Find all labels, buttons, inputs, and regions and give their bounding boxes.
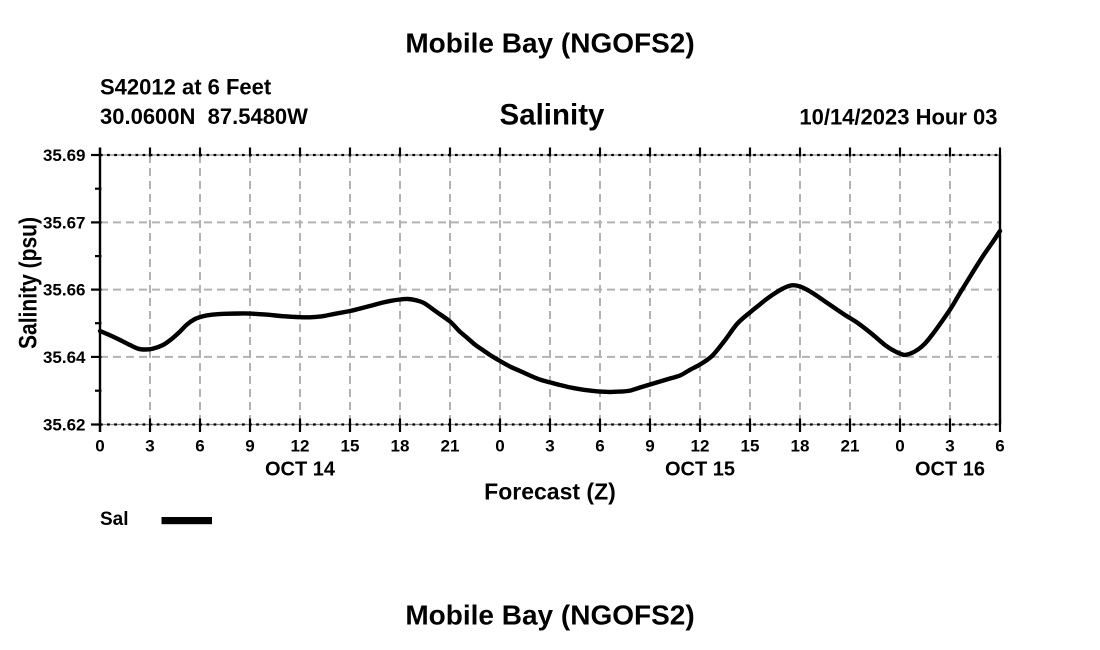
svg-text:OCT 16: OCT 16 [915,459,985,481]
svg-text:9: 9 [245,437,254,456]
svg-text:21: 21 [841,437,860,456]
svg-text:6: 6 [995,437,1004,456]
svg-text:6: 6 [195,437,204,456]
svg-text:35.62: 35.62 [43,416,86,435]
svg-text:3: 3 [545,437,554,456]
svg-text:OCT 14: OCT 14 [265,459,336,481]
svg-text:S42012 at 6 Feet: S42012 at 6 Feet [100,74,272,99]
svg-text:0: 0 [495,437,504,456]
svg-text:Salinity: Salinity [500,99,606,132]
svg-text:35.67: 35.67 [43,214,86,233]
svg-text:Mobile Bay (NGOFS2): Mobile Bay (NGOFS2) [405,27,694,58]
svg-text:Salinity (psu): Salinity (psu) [15,217,43,349]
svg-text:35.64: 35.64 [43,348,86,367]
svg-text:12: 12 [691,437,710,456]
svg-text:0: 0 [895,437,904,456]
svg-text:0: 0 [95,437,104,456]
svg-text:9: 9 [645,437,654,456]
svg-text:35.69: 35.69 [43,146,86,165]
svg-text:10/14/2023 Hour 03: 10/14/2023 Hour 03 [799,104,997,129]
svg-text:18: 18 [391,437,410,456]
svg-text:18: 18 [791,437,810,456]
svg-text:Sal: Sal [100,509,129,530]
svg-text:3: 3 [945,437,954,456]
svg-text:Mobile Bay (NGOFS2): Mobile Bay (NGOFS2) [405,600,694,631]
svg-text:OCT 15: OCT 15 [665,459,735,481]
svg-text:Forecast (Z): Forecast (Z) [484,479,616,505]
svg-text:30.0600N 87.5480W: 30.0600N 87.5480W [100,104,308,129]
svg-text:3: 3 [145,437,154,456]
svg-text:35.66: 35.66 [43,281,86,300]
svg-text:6: 6 [595,437,604,456]
svg-text:15: 15 [741,437,760,456]
svg-text:21: 21 [441,437,460,456]
svg-text:12: 12 [291,437,310,456]
svg-text:15: 15 [341,437,360,456]
